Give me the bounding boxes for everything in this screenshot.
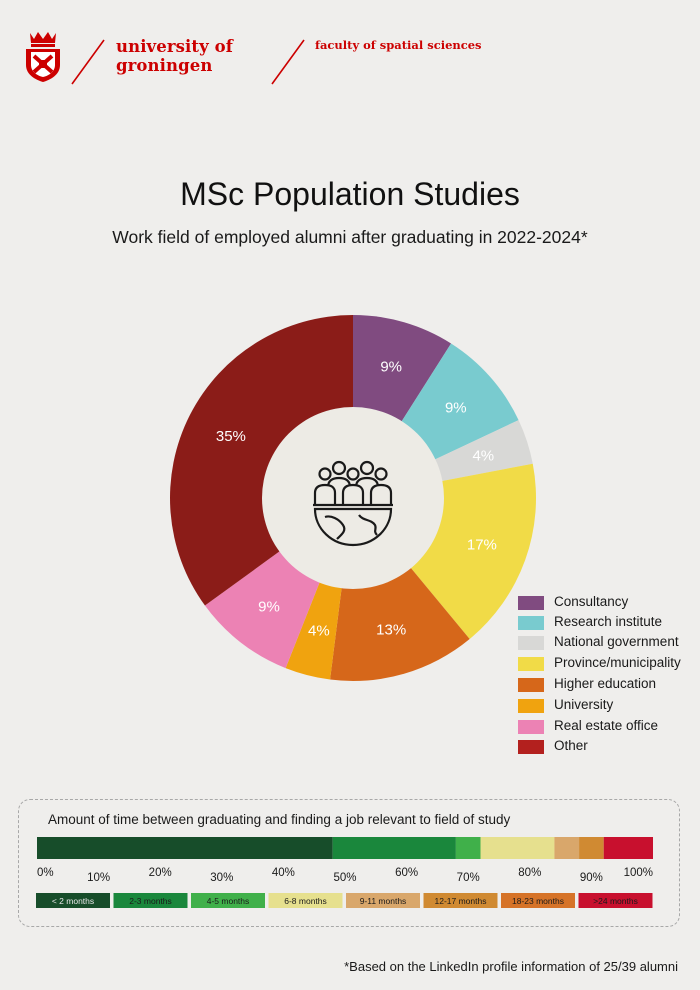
category-chip-12-17-months: [423, 893, 498, 908]
faculty-name: faculty of spatial sciences: [315, 38, 482, 52]
x-tick-label: 0%: [37, 867, 54, 879]
category-label: 9-11 months: [360, 896, 407, 906]
category-label: 12-17 months: [435, 896, 487, 906]
legend-label: Higher education: [554, 676, 657, 691]
x-tick-label: 10%: [87, 872, 110, 884]
x-tick-label: 100%: [624, 867, 653, 879]
legend-label: University: [554, 697, 614, 712]
x-tick-label: 80%: [518, 867, 541, 879]
bar-segment-4-5-months: [455, 837, 481, 859]
x-tick-label: 90%: [580, 872, 603, 884]
x-tick-label: 70%: [457, 872, 480, 884]
legend-swatch: [518, 699, 544, 713]
page-title: MSc Population Studies: [180, 176, 520, 212]
donut-slice-other: [170, 315, 353, 606]
bar-segment-12-17-months: [579, 837, 604, 859]
legend-label: Research institute: [554, 614, 663, 629]
legend-swatch: [518, 636, 544, 650]
legend-label: Province/municipality: [554, 655, 681, 670]
slice-label-consultancy: 9%: [380, 358, 402, 375]
slice-label-university: 4%: [308, 623, 330, 640]
category-chip-24-months: [578, 893, 653, 908]
x-axis-ticks: 0% 10% 20% 30% 40% 50% 60% 70% 80% 90% 100%: [37, 867, 653, 884]
category-chip-6-8-months: [268, 893, 343, 908]
divider-slash: [71, 39, 105, 85]
bar-segments: [37, 837, 653, 859]
x-tick-label: 40%: [272, 867, 295, 879]
legend-swatch: [518, 596, 544, 610]
category-chip-2-months: [36, 893, 110, 908]
category-label: 2-3 months: [129, 896, 172, 906]
job-time-title: Amount of time between graduating and fi…: [48, 812, 511, 827]
donut-chart: 9% 9% 4% 17% 13% 4% 9% 35%: [170, 315, 537, 682]
legend-swatch: [518, 616, 544, 630]
legend-label: Consultancy: [554, 594, 629, 609]
bar-segment-6-8-months: [480, 837, 555, 859]
slice-label-research-institute: 9%: [445, 399, 467, 416]
divider-slash: [271, 39, 305, 85]
slice-label-other: 35%: [216, 428, 246, 445]
legend-label: Other: [554, 738, 588, 753]
slice-label-higher-education: 13%: [376, 622, 406, 639]
page-subtitle: Work field of employed alumni after grad…: [112, 227, 588, 247]
category-chip-18-23-months: [501, 893, 575, 908]
category-label: 6-8 months: [284, 896, 327, 906]
header: university of groningen faculty of spati…: [0, 0, 700, 100]
legend-swatch: [518, 720, 544, 734]
category-label: 18-23 months: [512, 896, 564, 906]
legend-label: National government: [554, 634, 679, 649]
job-time-panel: [18, 799, 680, 927]
bar-segment-2-months: [37, 837, 333, 859]
category-chip-9-11-months: [346, 893, 420, 908]
x-tick-label: 60%: [395, 867, 418, 879]
legend-swatch: [518, 740, 544, 754]
donut-labels: 9% 9% 4% 17% 13% 4% 9% 35%: [216, 358, 497, 639]
bar-segment-9-11-months: [554, 837, 580, 859]
stacked-bar-chart: 0% 10% 20% 30% 40% 50% 60% 70% 80% 90% 100%: [37, 837, 653, 884]
bar-segment-24-months: [603, 837, 653, 859]
people-globe-icon: [313, 460, 393, 547]
legend-label: Real estate office: [554, 718, 659, 733]
university-name-line2: groningen: [116, 56, 213, 75]
category-label: < 2 months: [52, 896, 94, 906]
university-name: university of groningen: [116, 37, 233, 75]
legend-swatch: [518, 657, 544, 671]
bar-segment-2-3-months: [332, 837, 456, 859]
university-crest-icon: [26, 32, 60, 82]
x-tick-label: 20%: [149, 867, 172, 879]
category-chip-4-5-months: [191, 893, 265, 908]
category-chip-2-3-months: [113, 893, 188, 908]
university-name-line1: university of: [116, 37, 233, 56]
slice-label-province-municipality: 17%: [467, 536, 497, 553]
category-label: 4-5 months: [207, 896, 250, 906]
category-label: >24 months: [593, 896, 638, 906]
slice-label-national-government: 4%: [472, 448, 494, 465]
duration-categories: < 2 months 2-3 months 4-5 months 6-8 months…: [36, 893, 653, 908]
slice-label-real-estate-office: 9%: [258, 598, 280, 615]
legend-swatch: [518, 678, 544, 692]
x-tick-label: 50%: [333, 872, 356, 884]
x-tick-label: 30%: [210, 872, 233, 884]
footnote: *Based on the LinkedIn profile informati…: [344, 959, 678, 974]
